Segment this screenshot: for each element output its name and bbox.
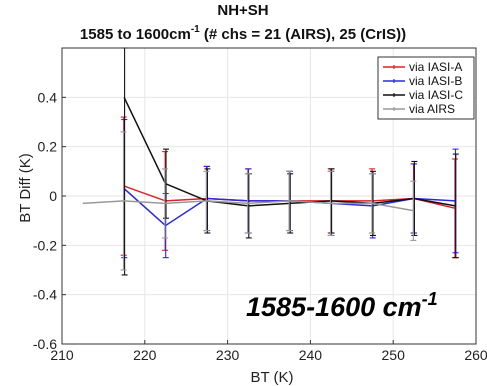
legend-label: via IASI-B [409,74,462,88]
chart-title: NH+SH [217,2,268,19]
y-tick-label: -0.6 [33,336,57,352]
y-tick-label: 0 [49,188,57,204]
y-tick-label: 0.4 [38,89,58,105]
y-axis-label: BT Diff (K) [17,153,34,222]
legend-label: via IASI-C [409,88,463,102]
series-line [82,200,415,212]
x-tick-label: 220 [133,347,157,363]
y-tick-label: 0.2 [38,139,58,155]
x-tick-label: 250 [382,347,406,363]
series-via-airs [82,131,417,271]
legend-label: via AIRS [409,102,455,116]
y-tick-label: -0.2 [33,237,57,253]
band-annotation: 1585-1600 cm-1 [246,289,438,322]
tick-labels: 210 220 230 240 250 260 -0.6 -0.4 -0.2 0 0.2 0.4 [33,89,487,363]
chart-subtitle: 1585 to 1600cm-1 (# chs = 21 (AIRS), 25 … [80,24,406,43]
y-tick-label: -0.4 [33,287,57,303]
x-axis-label: BT (K) [250,369,293,386]
x-tick-label: 210 [50,347,74,363]
series-layer [82,47,459,276]
x-tick-label: 230 [216,347,240,363]
x-tick-label: 240 [299,347,323,363]
legend-label: via IASI-A [409,60,462,74]
x-tick-label: 260 [464,347,487,363]
